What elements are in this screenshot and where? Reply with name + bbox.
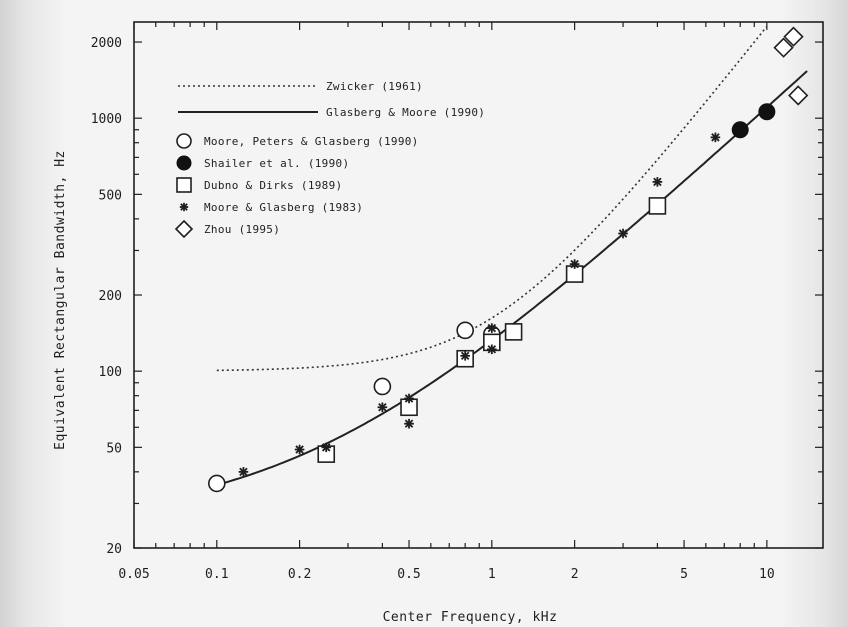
- data-point-series-5: [788, 85, 809, 106]
- data-point-series-2: [758, 103, 776, 121]
- asterisk-stroke: [378, 403, 387, 412]
- asterisk-stroke: [711, 133, 720, 142]
- y-tick-label: 200: [99, 289, 122, 304]
- chart-points: [207, 26, 809, 493]
- data-point-series-5: [783, 26, 804, 47]
- legend-label-series-4: Moore & Glasberg (1983): [204, 201, 363, 214]
- plot-frame: [133, 21, 824, 549]
- data-point-series-4: [487, 323, 497, 333]
- asterisk-stroke: [322, 443, 331, 452]
- legend-marker-series-2: [176, 155, 192, 171]
- x-tick-label: 0.5: [397, 567, 420, 582]
- x-tick-label: 1: [488, 567, 496, 582]
- x-axis-title: Center Frequency, kHz: [383, 610, 558, 625]
- data-point-series-4: [294, 444, 305, 455]
- legend-marker-series-1: [176, 133, 192, 149]
- data-point-series-4: [404, 418, 414, 429]
- x-tick-label: 10: [759, 567, 775, 582]
- chart-curves: [216, 26, 808, 486]
- asterisk-stroke: [487, 323, 497, 333]
- asterisk-stroke: [239, 467, 248, 477]
- asterisk-stroke: [487, 345, 497, 354]
- x-tick-label: 5: [680, 567, 688, 582]
- chart-legend: Zwicker (1961) Glasberg & Moore (1990) Moo…: [174, 80, 485, 239]
- y-tick-label: 500: [99, 188, 122, 203]
- data-point-series-4: [460, 351, 470, 361]
- x-tick-label: 0.1: [205, 567, 228, 582]
- diamond-shape: [773, 37, 794, 58]
- x-tick-label: 0.2: [288, 567, 311, 582]
- data-point-series-4: [487, 344, 497, 355]
- chart-axes: 0.05 0.1 0.2 0.5 1 2 5 10 20 50 100 200 500 1000 2000: [91, 21, 824, 582]
- asterisk-stroke: [460, 351, 470, 361]
- asterisk-stroke: [180, 203, 188, 211]
- square-shape: [176, 177, 192, 193]
- data-point-series-4: [404, 393, 414, 404]
- circle-shape: [176, 155, 192, 171]
- y-axis-title: Equivalent Rectangular Bandwidth, Hz: [53, 150, 68, 450]
- data-point-series-5: [773, 37, 794, 58]
- data-point-series-1: [456, 321, 474, 340]
- legend-marker-series-5: [174, 219, 194, 239]
- curve-zwicker-1961: [216, 26, 768, 372]
- circle-shape: [456, 321, 474, 340]
- diamond-shape: [788, 85, 809, 106]
- legend-label-series-5: Zhou (1995): [204, 223, 280, 236]
- circle-shape: [207, 474, 226, 493]
- y-tick-label: 2000: [91, 36, 122, 51]
- y-tick-label: 100: [99, 365, 122, 380]
- circle-shape: [758, 103, 776, 121]
- y-tick-label: 50: [106, 441, 122, 456]
- legend-label-glasberg-moore: Glasberg & Moore (1990): [326, 106, 485, 119]
- asterisk-stroke: [570, 259, 579, 269]
- data-point-series-2: [731, 121, 749, 139]
- asterisk-stroke: [295, 445, 304, 454]
- x-tick-label: 0.05: [118, 567, 149, 582]
- y-tick-label: 20: [106, 542, 122, 557]
- circle-shape: [176, 133, 192, 149]
- data-point-series-4: [238, 467, 249, 477]
- asterisk-stroke: [404, 419, 414, 428]
- data-point-series-3: [648, 197, 667, 215]
- asterisk-stroke: [653, 177, 662, 187]
- square-shape: [504, 323, 523, 341]
- data-point-series-4: [569, 259, 580, 269]
- y-tick-label: 1000: [91, 112, 122, 127]
- legend-label-zwicker: Zwicker (1961): [326, 80, 423, 93]
- asterisk-stroke: [404, 394, 414, 403]
- diamond-shape: [174, 219, 194, 239]
- data-point-series-1: [207, 474, 226, 493]
- circle-shape: [731, 121, 749, 139]
- circle-shape: [373, 377, 392, 396]
- data-point-series-4: [652, 177, 663, 187]
- square-shape: [648, 197, 667, 215]
- legend-label-series-2: Shailer et al. (1990): [204, 157, 349, 170]
- legend-label-series-3: Dubno & Dirks (1989): [204, 179, 342, 192]
- data-point-series-1: [373, 377, 392, 396]
- asterisk-stroke: [618, 229, 628, 238]
- diamond-shape: [783, 26, 804, 47]
- legend-marker-series-4: [179, 202, 189, 212]
- curve-glasberg-moore-1990: [216, 70, 808, 486]
- data-point-series-4: [377, 402, 388, 413]
- data-point-series-4: [321, 442, 332, 453]
- legend-marker-series-3: [176, 177, 192, 193]
- data-point-series-4: [618, 228, 628, 239]
- x-tick-label: 2: [571, 567, 579, 582]
- legend-label-series-1: Moore, Peters & Glasberg (1990): [204, 135, 419, 148]
- data-point-series-3: [504, 323, 523, 341]
- data-point-series-4: [710, 132, 721, 143]
